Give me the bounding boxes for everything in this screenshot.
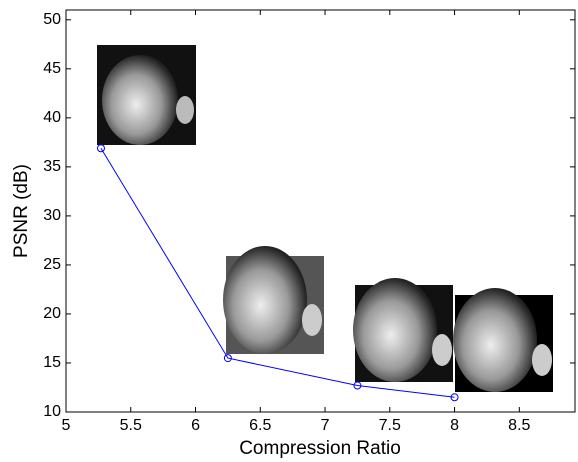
y-tick-label: 15 [43,354,61,371]
y-tick-label: 20 [43,305,61,322]
point-marker [450,393,459,402]
x-tick-label: 7 [321,417,330,434]
y-tick-label: 35 [43,158,61,175]
point-marker [223,354,232,363]
x-tick-label: 5 [62,417,71,434]
y-tick-label: 45 [43,60,61,77]
x-tick-label: 5.5 [120,417,142,434]
point-marker [353,381,362,390]
y-tick-label: 10 [43,403,61,420]
y-tick-label: 40 [43,109,61,126]
x-tick-label: 8 [450,417,459,434]
x-tick-label: 7.5 [379,417,401,434]
y-axis-title: PSNR (dB) [11,164,32,258]
x-tick-label: 6 [191,417,200,434]
series-line [100,147,455,398]
x-tick-label: 6.5 [249,417,271,434]
x-tick-label: 8.5 [508,417,530,434]
y-tick-label: 25 [43,256,61,273]
face-images [97,45,553,392]
y-tick-label: 30 [43,207,61,224]
point-marker [96,144,105,153]
y-tick-label: 50 [43,11,61,28]
x-axis-title: Compression Ratio [239,438,401,459]
